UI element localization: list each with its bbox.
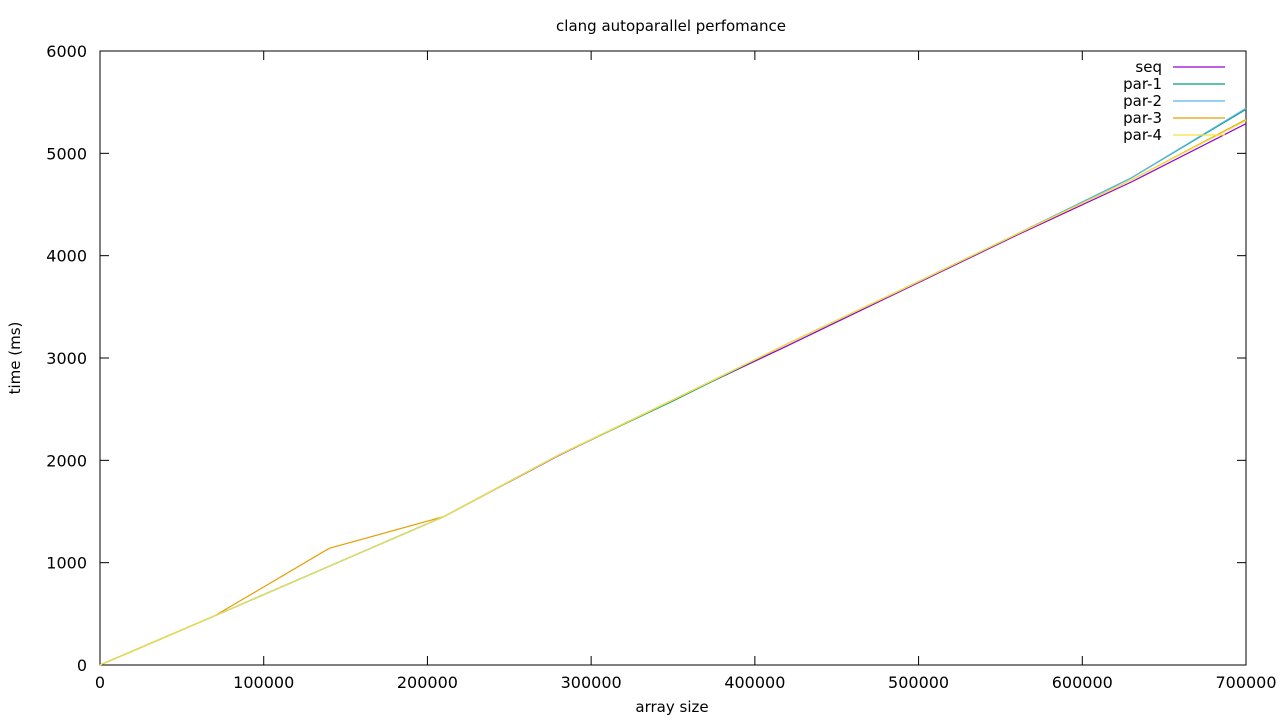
plot-border [99,50,1247,666]
y-tick-label: 1000 [46,554,87,573]
series-lines [99,107,1247,666]
y-tick-label: 6000 [46,42,87,61]
x-axis-ticks: 0 100000 200000 300000 400000 500000 600000 700… [95,51,1277,692]
x-tick-label: 0 [95,673,105,692]
y-axis-ticks: 0 1000 2000 3000 4000 5000 6000 [46,42,1246,675]
x-axis-title: array size [635,698,708,716]
series-line-par-4 [99,120,1247,666]
x-tick-label: 600000 [1052,673,1113,692]
chart-title: clang autoparallel perfomance [556,17,786,35]
series-line-seq [99,123,1247,666]
x-tick-label: 100000 [233,673,294,692]
legend-label: par-2 [1123,92,1162,110]
legend-label: seq [1135,58,1162,76]
x-tick-label: 300000 [561,673,622,692]
y-tick-label: 2000 [46,451,87,470]
x-tick-label: 500000 [888,673,949,692]
y-tick-label: 5000 [46,144,87,163]
series-line-par-3 [99,119,1247,666]
y-tick-label: 3000 [46,349,87,368]
x-tick-label: 200000 [397,673,458,692]
x-tick-label: 400000 [724,673,785,692]
legend-label: par-1 [1123,75,1162,93]
x-tick-label: 700000 [1215,673,1276,692]
y-tick-label: 0 [77,656,87,675]
legend-label: par-3 [1123,109,1162,127]
legend-label: par-4 [1123,126,1162,144]
y-axis-title: time (ms) [6,322,24,395]
y-tick-label: 4000 [46,247,87,266]
